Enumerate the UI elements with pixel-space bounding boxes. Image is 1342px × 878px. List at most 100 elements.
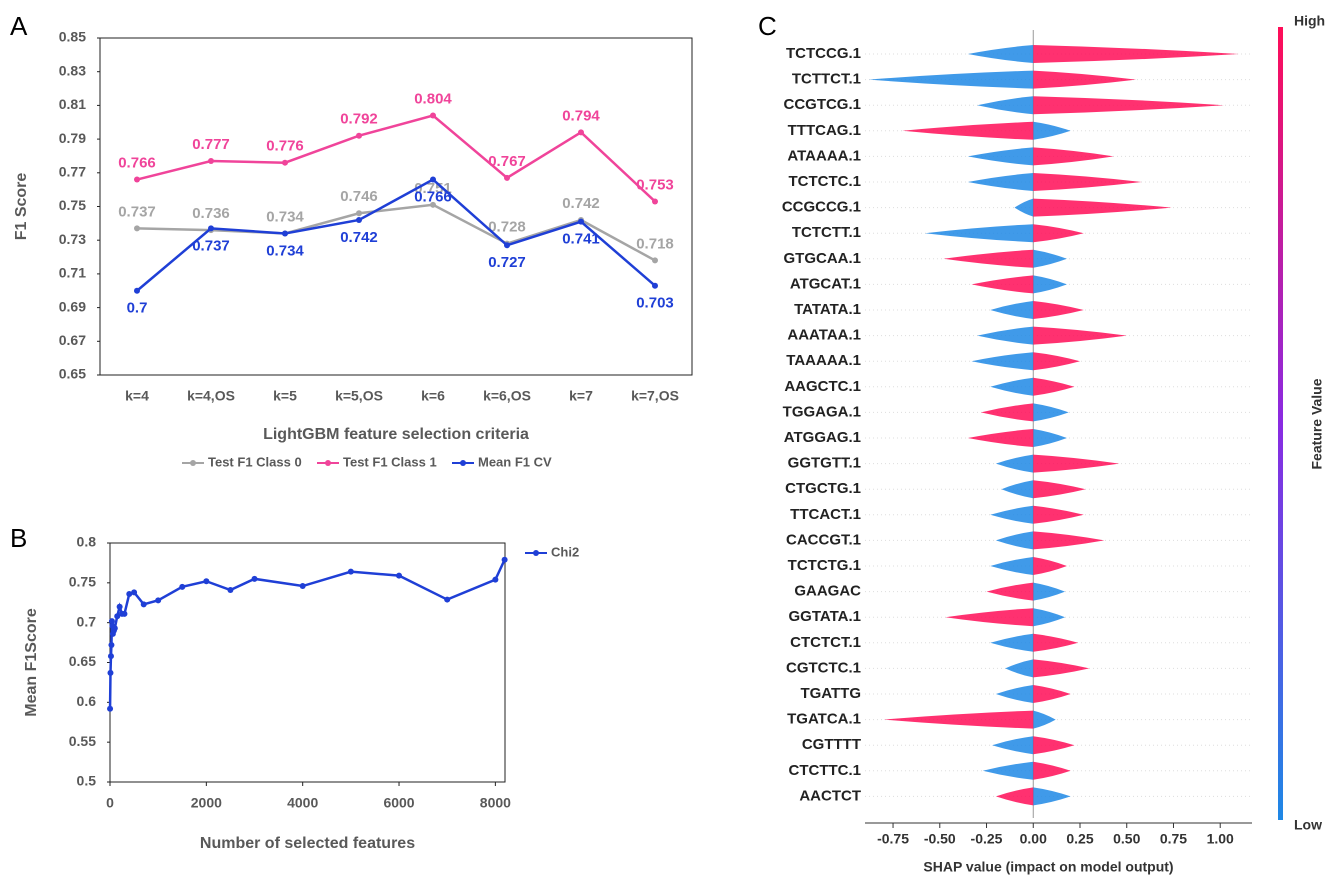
y-tick-label: 0.65 (69, 653, 96, 669)
low-value-swarm (971, 352, 1034, 371)
low-value-swarm (967, 147, 1034, 166)
feature-label: GGTGTT.1 (788, 455, 861, 472)
high-value-swarm (945, 608, 1034, 627)
y-tick-label: 0.7 (77, 613, 97, 629)
high-value-swarm (902, 121, 1034, 140)
high-value-swarm (1033, 454, 1120, 473)
point (299, 583, 306, 590)
y-tick-label: 0.79 (59, 130, 86, 146)
low-value-swarm (967, 173, 1034, 191)
low-value-swarm (1033, 275, 1067, 294)
x-tick-label: 0.25 (1066, 831, 1093, 847)
data-label: 0.742 (562, 195, 600, 212)
data-label: 0.734 (266, 242, 304, 259)
point (208, 225, 214, 232)
low-value-swarm (1033, 608, 1066, 627)
legend-swatch (190, 460, 196, 466)
high-value-swarm (1033, 505, 1084, 524)
point (140, 601, 147, 608)
y-tick-label: 0.67 (59, 332, 86, 348)
feature-label: TTCACT.1 (790, 506, 861, 523)
high-value-swarm (1033, 45, 1239, 63)
x-tick-label: k=5 (273, 388, 297, 404)
x-tick-label: -0.25 (971, 831, 1003, 847)
point (116, 603, 123, 610)
low-value-swarm (967, 45, 1034, 63)
high-value-swarm (1033, 557, 1067, 575)
y-tick-label: 0.6 (77, 693, 97, 709)
y-tick-label: 0.69 (59, 298, 86, 314)
point (121, 610, 128, 617)
high-value-swarm (971, 275, 1034, 294)
x-tick-label: 1.00 (1207, 831, 1234, 847)
point (430, 201, 436, 208)
data-label: 0.741 (562, 231, 600, 248)
high-value-swarm (1033, 633, 1079, 652)
high-value-swarm (1033, 301, 1084, 319)
point (108, 618, 115, 625)
point (652, 198, 658, 205)
point (208, 158, 214, 165)
feature-label: GTGCAA.1 (783, 250, 861, 267)
feature-label: AACTCT (799, 787, 861, 804)
data-label: 0.703 (636, 295, 674, 312)
y-axis-title: F1 Score (13, 173, 30, 241)
low-value-swarm (1033, 121, 1071, 140)
low-value-swarm (1033, 582, 1066, 601)
x-tick-label: -0.75 (877, 831, 909, 847)
x-tick-label: k=6 (421, 388, 445, 404)
low-value-swarm (995, 685, 1034, 703)
y-tick-label: 0.8 (77, 534, 97, 550)
low-value-swarm (1033, 403, 1069, 422)
feature-label: GGTATA.1 (789, 608, 862, 625)
y-axis-title: Mean F1Score (23, 608, 40, 717)
feature-label: CTCTCT.1 (790, 634, 861, 651)
point (134, 225, 140, 232)
x-tick-label: 6000 (383, 795, 414, 811)
low-value-swarm (1033, 787, 1071, 806)
colorbar (1278, 27, 1283, 820)
high-value-swarm (1033, 685, 1071, 703)
x-tick-label: 0 (106, 795, 114, 811)
high-value-swarm (986, 582, 1034, 601)
point (282, 230, 288, 237)
data-label: 0.767 (488, 153, 526, 170)
data-label: 0.718 (636, 235, 674, 252)
feature-label: CGTCTC.1 (786, 659, 861, 676)
feature-label: CTGCTG.1 (785, 480, 861, 497)
high-value-swarm (1033, 147, 1114, 166)
high-value-swarm (1033, 173, 1142, 191)
x-tick-label: k=6,OS (483, 388, 531, 404)
high-value-swarm (1033, 480, 1086, 499)
high-value-swarm (980, 403, 1034, 422)
low-value-swarm (977, 326, 1034, 345)
x-tick-label: k=4 (125, 388, 149, 404)
point (107, 669, 114, 676)
low-value-swarm (868, 70, 1034, 89)
point (347, 568, 354, 575)
x-tick-label: 0.00 (1020, 831, 1047, 847)
point (356, 216, 362, 223)
x-axis-title: SHAP value (impact on model output) (923, 859, 1173, 875)
x-tick-label: k=4,OS (187, 388, 235, 404)
point (356, 132, 362, 139)
low-value-swarm (995, 531, 1034, 550)
feature-label: CCGTCG.1 (783, 96, 861, 113)
point (107, 705, 114, 712)
high-value-swarm (1033, 96, 1224, 115)
feature-label: TCTCTT.1 (792, 224, 861, 241)
high-value-swarm (1033, 326, 1127, 345)
feature-label: ATGCAT.1 (790, 275, 861, 292)
x-tick-label: 2000 (191, 795, 222, 811)
feature-label: TCTTCT.1 (792, 71, 861, 88)
legend-label: Chi2 (551, 544, 579, 559)
data-label: 0.776 (266, 138, 304, 155)
point (444, 596, 451, 603)
point (504, 174, 510, 181)
high-value-swarm (883, 710, 1034, 729)
point (203, 578, 210, 585)
feature-label: ATGGAG.1 (784, 429, 861, 446)
data-label: 0.792 (340, 111, 378, 128)
plot-frame (99, 37, 693, 376)
low-value-swarm (1033, 710, 1056, 729)
